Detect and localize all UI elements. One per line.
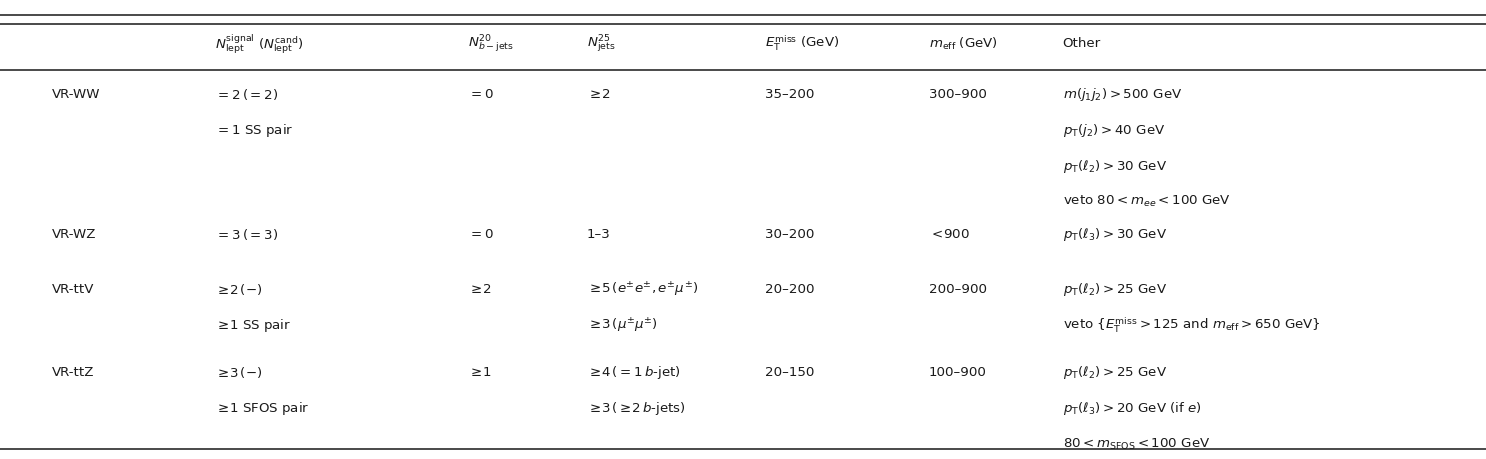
Text: VR-WZ: VR-WZ: [52, 228, 97, 241]
Text: $\geq\!1$ SFOS pair: $\geq\!1$ SFOS pair: [215, 399, 311, 416]
Text: 1–3: 1–3: [587, 228, 611, 241]
Text: $=0$: $=0$: [468, 228, 495, 241]
Text: $E^{\mathrm{miss}}_{\mathrm{T}}$ (GeV): $E^{\mathrm{miss}}_{\mathrm{T}}$ (GeV): [765, 34, 840, 53]
Text: $p_{\mathrm{T}}(j_2) > 40$ GeV: $p_{\mathrm{T}}(j_2) > 40$ GeV: [1062, 122, 1165, 138]
Text: $p_{\mathrm{T}}(\ell_3) > 20$ GeV (if $e$): $p_{\mathrm{T}}(\ell_3) > 20$ GeV (if $e…: [1062, 399, 1201, 416]
Text: $p_{\mathrm{T}}(\ell_3) > 30$ GeV: $p_{\mathrm{T}}(\ell_3) > 30$ GeV: [1062, 226, 1167, 242]
Text: $m(j_1 j_2) > 500$ GeV: $m(j_1 j_2) > 500$ GeV: [1062, 86, 1181, 102]
Text: 20–150: 20–150: [765, 365, 814, 378]
Text: 30–200: 30–200: [765, 228, 814, 241]
Text: $\geq\!2$: $\geq\!2$: [587, 88, 611, 101]
Text: $<\!900$: $<\!900$: [929, 228, 970, 241]
Text: $=1$ SS pair: $=1$ SS pair: [215, 122, 294, 138]
Text: 100–900: 100–900: [929, 365, 987, 378]
Text: VR-WW: VR-WW: [52, 88, 101, 101]
Text: 200–900: 200–900: [929, 283, 987, 296]
Text: $N^{\mathrm{signal}}_{\mathrm{lept}}$ ($N^{\mathrm{cand}}_{\mathrm{lept}}$): $N^{\mathrm{signal}}_{\mathrm{lept}}$ ($…: [215, 32, 303, 56]
Text: veto $80 < m_{ee} < 100$ GeV: veto $80 < m_{ee} < 100$ GeV: [1062, 194, 1230, 209]
Text: $\geq\!1$: $\geq\!1$: [468, 365, 492, 378]
Text: 20–200: 20–200: [765, 283, 814, 296]
Text: $80 < m_{\mathrm{SFOS}} < 100$ GeV: $80 < m_{\mathrm{SFOS}} < 100$ GeV: [1062, 436, 1210, 451]
Text: $p_{\mathrm{T}}(\ell_2) > 25$ GeV: $p_{\mathrm{T}}(\ell_2) > 25$ GeV: [1062, 281, 1167, 297]
Text: Other: Other: [1062, 37, 1101, 50]
Text: $\geq\!3\,(\geq\!2\,b\text{-jets})$: $\geq\!3\,(\geq\!2\,b\text{-jets})$: [587, 399, 685, 416]
Text: $p_{\mathrm{T}}(\ell_2) > 25$ GeV: $p_{\mathrm{T}}(\ell_2) > 25$ GeV: [1062, 364, 1167, 380]
Text: $=3\,(=3)$: $=3\,(=3)$: [215, 227, 279, 241]
Text: $p_{\mathrm{T}}(\ell_2) > 30$ GeV: $p_{\mathrm{T}}(\ell_2) > 30$ GeV: [1062, 157, 1167, 174]
Text: $\geq\!2$: $\geq\!2$: [468, 283, 492, 296]
Text: $\geq\!2\,(-)$: $\geq\!2\,(-)$: [215, 282, 263, 297]
Text: veto $\{E^{\mathrm{miss}}_{\mathrm{T}} > 125$ and $m_{\mathrm{eff}} > 650$ GeV$\: veto $\{E^{\mathrm{miss}}_{\mathrm{T}} >…: [1062, 315, 1320, 335]
Text: 35–200: 35–200: [765, 88, 814, 101]
Text: $N^{20}_{b-\mathrm{jets}}$: $N^{20}_{b-\mathrm{jets}}$: [468, 33, 514, 55]
Text: $\geq\!5\,(e^{\pm}e^{\pm},e^{\pm}\mu^{\pm})$: $\geq\!5\,(e^{\pm}e^{\pm},e^{\pm}\mu^{\p…: [587, 280, 698, 298]
Text: $=2\,(=2)$: $=2\,(=2)$: [215, 87, 279, 101]
Text: VR-ttZ: VR-ttZ: [52, 365, 95, 378]
Text: $\geq\!1$ SS pair: $\geq\!1$ SS pair: [215, 317, 291, 333]
Text: 300–900: 300–900: [929, 88, 987, 101]
Text: $\geq\!3\,(\mu^{\pm}\mu^{\pm})$: $\geq\!3\,(\mu^{\pm}\mu^{\pm})$: [587, 316, 658, 334]
Text: $m_{\mathrm{eff}}$ (GeV): $m_{\mathrm{eff}}$ (GeV): [929, 35, 997, 52]
Text: VR-ttV: VR-ttV: [52, 283, 95, 296]
Text: $\geq\!4\,(=1\,b\text{-jet})$: $\geq\!4\,(=1\,b\text{-jet})$: [587, 364, 681, 380]
Text: $\geq\!3\,(-)$: $\geq\!3\,(-)$: [215, 364, 263, 379]
Text: $N^{25}_{\mathrm{jets}}$: $N^{25}_{\mathrm{jets}}$: [587, 33, 615, 55]
Text: $=0$: $=0$: [468, 88, 495, 101]
